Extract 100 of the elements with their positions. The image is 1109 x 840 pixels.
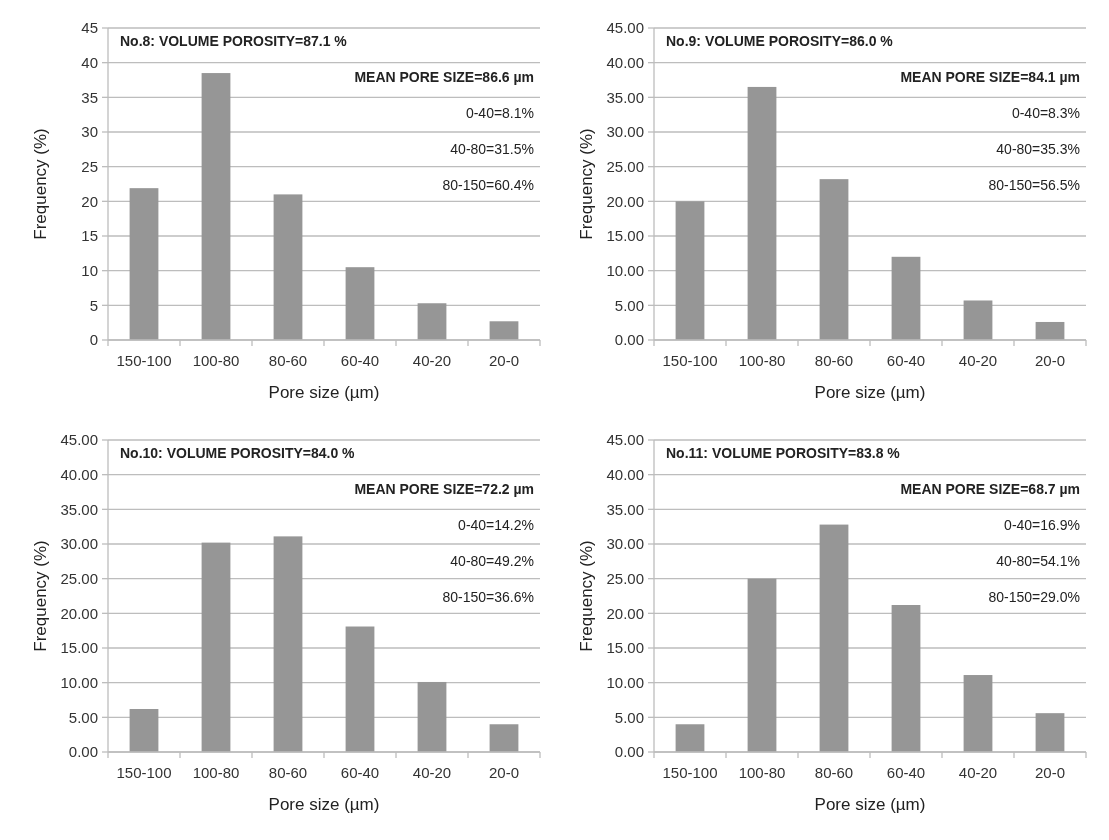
y-tick-label: 5.00 [614,296,644,314]
y-tick-label: 40 [81,53,98,71]
y-tick-label: 0.00 [614,743,644,761]
y-tick-label: 25.00 [60,569,98,587]
x-axis-title: Pore size (µm) [814,795,926,814]
y-tick-label: 15.00 [606,639,644,657]
annotation: 0-40=8.3% [1011,105,1080,121]
bar [675,724,705,752]
x-tick-label: 20-0 [488,764,520,781]
bar [1035,321,1065,340]
bar [747,86,777,340]
annotation: 40-80=54.1% [996,553,1080,569]
y-tick-label: 35.00 [606,500,644,518]
x-axis-title: Pore size (µm) [814,383,926,402]
bar [963,675,993,752]
annotation: MEAN PORE SIZE=86.6 µm [354,69,534,85]
y-axis-title: Frequency (%) [31,540,50,652]
y-tick-label: 40.00 [606,465,644,483]
bar [201,73,231,340]
y-tick-label: 0 [89,331,98,349]
y-tick-label: 0.00 [68,743,98,761]
y-tick-label: 45.00 [606,19,644,37]
y-tick-label: 45 [81,19,98,37]
y-tick-label: 35.00 [60,500,98,518]
y-tick-label: 30.00 [60,535,98,553]
annotation: 40-80=35.3% [996,141,1080,157]
x-tick-label: 40-20 [412,352,452,369]
bar [1035,713,1065,752]
bar [417,303,447,340]
x-tick-label: 20-0 [1034,352,1066,369]
y-axis-title: Frequency (%) [577,128,596,240]
annotation: 80-150=29.0% [988,589,1080,605]
annotation: No.8: VOLUME POROSITY=87.1 % [120,33,348,49]
y-tick-label: 20.00 [606,604,644,622]
annotation: No.10: VOLUME POROSITY=84.0 % [120,445,356,461]
bar [963,300,993,340]
y-tick-label: 5.00 [614,708,644,726]
x-tick-label: 60-40 [340,764,380,781]
x-tick-label: 100-80 [192,764,240,781]
annotation: 80-150=60.4% [442,177,534,193]
y-tick-label: 30.00 [606,123,644,141]
bar [489,321,519,340]
bar [129,188,159,340]
x-tick-label: 80-60 [268,764,308,781]
x-tick-label: 20-0 [488,352,520,369]
annotation: 80-150=36.6% [442,589,534,605]
x-tick-label: 60-40 [886,352,926,369]
bar [819,179,849,340]
y-tick-label: 40.00 [60,465,98,483]
x-tick-label: 100-80 [738,352,786,369]
x-axis-title: Pore size (µm) [268,795,380,814]
x-tick-label: 60-40 [886,764,926,781]
y-tick-label: 45.00 [60,431,98,449]
y-tick-label: 15 [81,227,98,245]
y-axis-title: Frequency (%) [31,128,50,240]
annotation: MEAN PORE SIZE=84.1 µm [900,69,1080,85]
y-axis-title: Frequency (%) [577,540,596,652]
x-tick-label: 20-0 [1034,764,1066,781]
y-tick-label: 30.00 [606,535,644,553]
y-tick-label: 25 [81,157,98,175]
bar [345,267,375,340]
annotation: MEAN PORE SIZE=72.2 µm [354,481,534,497]
y-tick-label: 10.00 [606,673,644,691]
y-tick-label: 10 [81,261,98,279]
annotation: 40-80=49.2% [450,553,534,569]
annotation: 0-40=14.2% [458,517,534,533]
y-tick-label: 20 [81,192,98,210]
y-tick-label: 30 [81,123,98,141]
y-tick-label: 15.00 [606,227,644,245]
y-tick-label: 25.00 [606,569,644,587]
bar [273,536,303,752]
x-tick-label: 40-20 [958,764,998,781]
x-tick-label: 100-80 [738,764,786,781]
y-tick-label: 25.00 [606,157,644,175]
annotation: 0-40=8.1% [465,105,534,121]
bar [747,578,777,752]
x-tick-label: 150-100 [116,764,172,781]
y-tick-label: 10.00 [60,673,98,691]
y-tick-label: 0.00 [614,331,644,349]
annotation: MEAN PORE SIZE=68.7 µm [900,481,1080,497]
bar [819,524,849,752]
y-tick-label: 5.00 [68,708,98,726]
annotation: 40-80=31.5% [450,141,534,157]
x-tick-label: 60-40 [340,352,380,369]
y-tick-label: 35.00 [606,88,644,106]
y-tick-label: 40.00 [606,53,644,71]
y-tick-label: 5 [89,296,98,314]
y-tick-label: 45.00 [606,431,644,449]
x-tick-label: 150-100 [662,352,718,369]
bar [201,542,231,752]
y-tick-label: 10.00 [606,261,644,279]
x-tick-label: 80-60 [814,764,854,781]
bar [675,201,705,340]
x-tick-label: 80-60 [268,352,308,369]
annotation: 80-150=56.5% [988,177,1080,193]
x-tick-label: 150-100 [116,352,172,369]
annotation: No.9: VOLUME POROSITY=86.0 % [666,33,894,49]
x-tick-label: 40-20 [958,352,998,369]
x-tick-label: 40-20 [412,764,452,781]
bar [891,605,921,752]
